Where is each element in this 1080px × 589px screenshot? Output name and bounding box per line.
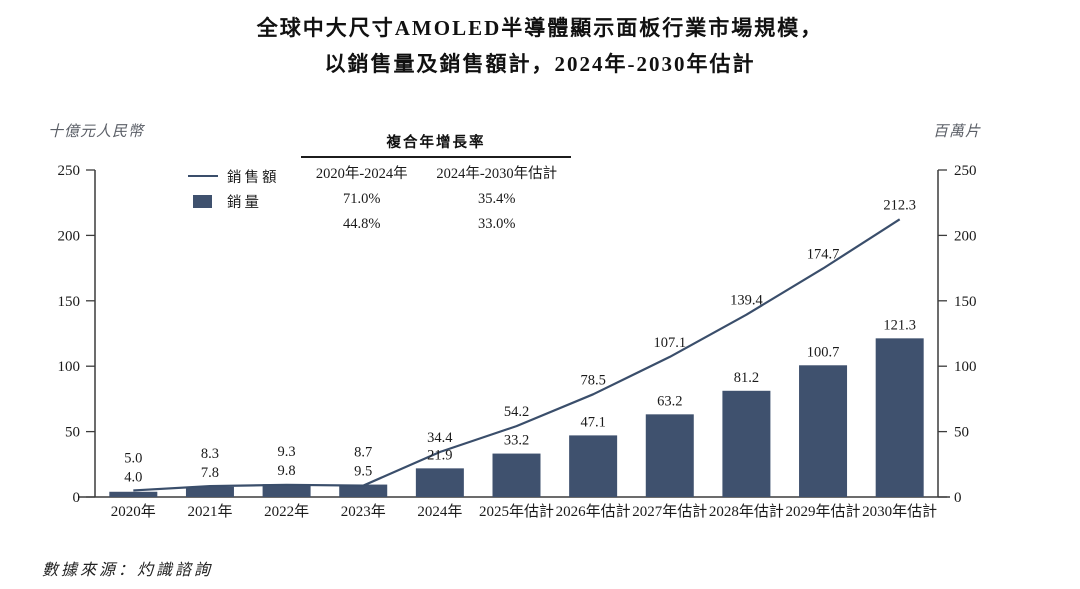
sales-value-label: 107.1 bbox=[653, 335, 686, 351]
volume-bar bbox=[415, 468, 464, 497]
y-tick-label-right: 0 bbox=[954, 490, 962, 506]
x-tick-label: 2025年估計 bbox=[479, 503, 554, 520]
sales-value-line bbox=[133, 218, 901, 492]
x-tick-label: 2027年估計 bbox=[632, 503, 707, 520]
y-tick-label-right: 200 bbox=[954, 228, 977, 244]
data-source-note: 數據來源：灼識諮詢 bbox=[42, 562, 214, 579]
y-tick-label-left: 100 bbox=[58, 359, 81, 375]
volume-value-label: 9.5 bbox=[354, 464, 372, 480]
y-tick-label-left: 0 bbox=[73, 490, 81, 506]
cagr-row-volume: 44.8% 33.0% bbox=[301, 216, 571, 233]
volume-value-label: 121.3 bbox=[883, 317, 916, 333]
y-tick-label-right: 150 bbox=[954, 294, 977, 310]
sales-value-label: 34.4 bbox=[427, 430, 453, 446]
volume-value-label: 21.9 bbox=[427, 447, 452, 463]
volume-bar bbox=[799, 365, 848, 497]
volume-value-label: 47.1 bbox=[580, 414, 605, 430]
x-tick-label: 2024年 bbox=[417, 503, 462, 520]
y-tick-label-left: 200 bbox=[58, 228, 81, 244]
chart-title: 全球中大尺寸AMOLED半導體顯示面板行業市場規模， 以銷售量及銷售額計，202… bbox=[0, 10, 1080, 82]
chart-title-line1: 全球中大尺寸AMOLED半導體顯示面板行業市場規模， bbox=[256, 16, 824, 40]
x-tick-label: 2021年 bbox=[187, 503, 232, 520]
sales-value-label: 78.5 bbox=[580, 372, 605, 388]
volume-value-label: 81.2 bbox=[734, 370, 759, 386]
y-tick-label-left: 150 bbox=[58, 294, 81, 310]
volume-bar bbox=[875, 338, 924, 497]
x-tick-label: 2028年估計 bbox=[709, 503, 784, 520]
cagr-table: 複合年增長率 2020年-2024年 2024年-2030年估計 71.0% 3… bbox=[301, 131, 571, 233]
volume-bar bbox=[262, 484, 311, 497]
y-tick-label-left: 250 bbox=[58, 163, 81, 179]
legend-label-sales-value: 銷售額 bbox=[227, 169, 280, 186]
sales-value-label: 139.4 bbox=[730, 293, 763, 309]
volume-value-label: 9.8 bbox=[278, 463, 296, 479]
right-axis-unit-label: 百萬片 bbox=[933, 124, 982, 140]
legend: 銷售額 銷量 bbox=[188, 168, 280, 218]
y-tick-label-left: 50 bbox=[65, 425, 80, 441]
cagr-table-title: 複合年增長率 bbox=[301, 131, 571, 158]
cagr-value: 33.0% bbox=[478, 216, 516, 232]
volume-bar bbox=[109, 491, 158, 497]
volume-bar bbox=[492, 453, 541, 497]
cagr-header-row: 2020年-2024年 2024年-2030年估計 bbox=[301, 162, 571, 183]
volume-value-label: 33.2 bbox=[504, 433, 529, 449]
volume-value-label: 4.0 bbox=[124, 469, 142, 485]
x-tick-label: 2026年估計 bbox=[556, 503, 631, 520]
volume-bar bbox=[645, 414, 694, 497]
legend-label-volume: 銷量 bbox=[227, 194, 262, 211]
sales-value-label: 174.7 bbox=[807, 246, 840, 262]
sales-value-label: 212.3 bbox=[883, 197, 916, 213]
x-tick-label: 2023年 bbox=[341, 503, 386, 520]
line-series-swatch-icon bbox=[188, 175, 218, 177]
cagr-value: 44.8% bbox=[343, 216, 381, 232]
legend-item-volume: 銷量 bbox=[188, 193, 280, 211]
bar-series-swatch-icon bbox=[193, 194, 212, 208]
volume-value-label: 7.8 bbox=[201, 465, 219, 481]
volume-bar bbox=[569, 435, 618, 497]
volume-value-label: 63.2 bbox=[657, 393, 682, 409]
sales-value-label: 5.0 bbox=[124, 450, 142, 466]
x-tick-label: 2030年估計 bbox=[862, 503, 937, 520]
y-tick-label-right: 250 bbox=[954, 163, 977, 179]
x-tick-label: 2020年 bbox=[111, 503, 156, 520]
sales-value-label: 8.3 bbox=[201, 446, 219, 462]
legend-item-sales-value: 銷售額 bbox=[188, 168, 280, 186]
volume-bar bbox=[339, 484, 388, 497]
x-tick-label: 2029年估計 bbox=[786, 503, 861, 520]
cagr-value: 71.0% bbox=[343, 191, 381, 207]
sales-value-label: 8.7 bbox=[354, 445, 372, 461]
cagr-value: 35.4% bbox=[478, 191, 516, 207]
y-tick-label-right: 100 bbox=[954, 359, 977, 375]
volume-value-label: 100.7 bbox=[807, 344, 840, 360]
volume-bar bbox=[722, 390, 771, 497]
cagr-row-sales-value: 71.0% 35.4% bbox=[301, 191, 571, 208]
y-tick-label-right: 50 bbox=[954, 425, 969, 441]
cagr-column-header-2024-2030: 2024年-2030年估計 bbox=[436, 166, 558, 182]
cagr-column-header-2020-2024: 2020年-2024年 bbox=[315, 166, 408, 182]
left-axis-unit-label: 十億元人民幣 bbox=[48, 124, 145, 140]
volume-bar bbox=[185, 486, 234, 497]
sales-value-label: 54.2 bbox=[504, 404, 529, 420]
x-tick-label: 2022年 bbox=[264, 503, 309, 520]
chart-title-line2: 以銷售量及銷售額計，2024年-2030年估計 bbox=[324, 52, 756, 76]
sales-value-label: 9.3 bbox=[278, 444, 296, 460]
